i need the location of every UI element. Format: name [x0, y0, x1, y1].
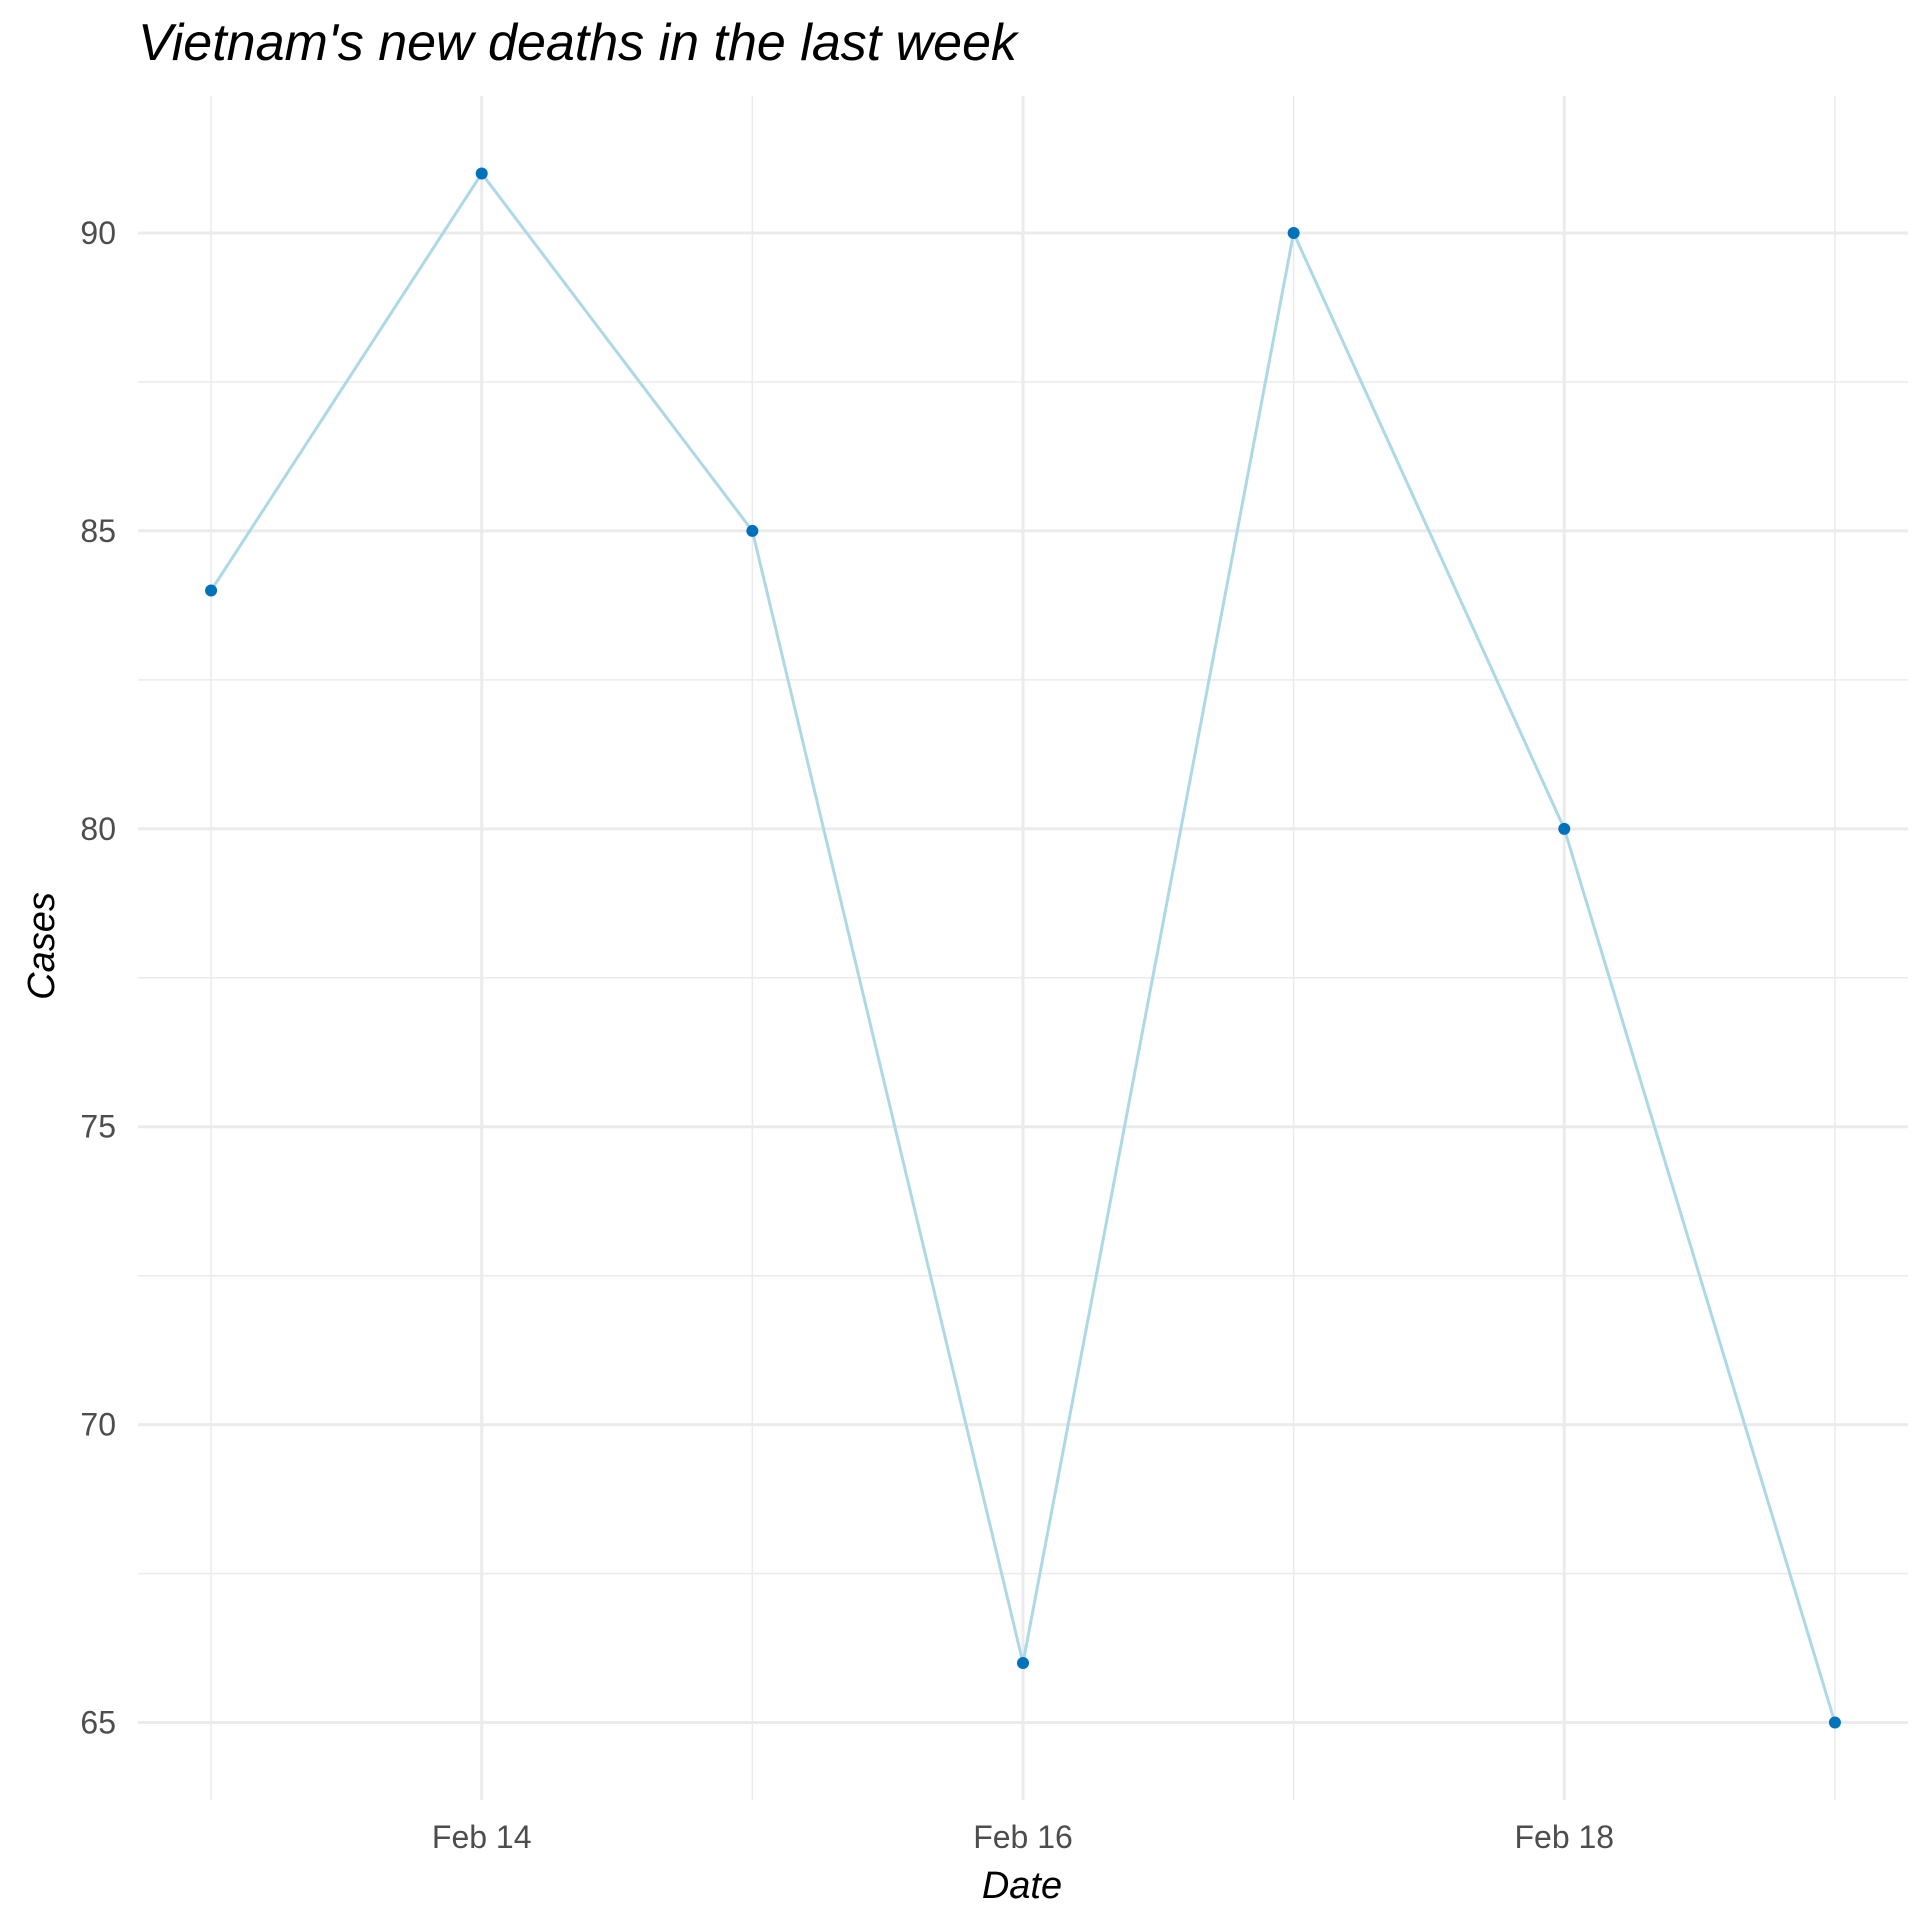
- data-point: [205, 584, 218, 597]
- grid: [138, 96, 1908, 1800]
- y-tick-label: 75: [80, 1109, 116, 1145]
- series-layer: [205, 167, 1841, 1729]
- data-point: [1558, 822, 1571, 835]
- data-point: [1828, 1716, 1841, 1729]
- y-tick-label: 80: [80, 811, 116, 847]
- data-point: [746, 524, 759, 537]
- data-point: [475, 167, 488, 180]
- y-tick-label: 70: [80, 1407, 116, 1443]
- x-axis-title: Date: [982, 1865, 1062, 1907]
- y-axis-title: Cases: [21, 892, 63, 1000]
- y-tick-label: 85: [80, 513, 116, 549]
- x-axis-ticks: Feb 14 Feb 16 Feb 18: [432, 1819, 1614, 1855]
- data-point: [1017, 1656, 1029, 1669]
- y-axis-ticks: 65 70 75 80 85 90: [80, 215, 116, 1741]
- y-tick-label: 65: [80, 1705, 116, 1741]
- x-tick-label: Feb 18: [1514, 1819, 1614, 1855]
- chart-title: Vietnam's new deaths in the last week: [138, 14, 1020, 72]
- x-tick-label: Feb 14: [432, 1819, 532, 1855]
- x-tick-label: Feb 16: [973, 1819, 1073, 1855]
- y-tick-label: 90: [80, 215, 116, 251]
- data-point: [1287, 227, 1300, 240]
